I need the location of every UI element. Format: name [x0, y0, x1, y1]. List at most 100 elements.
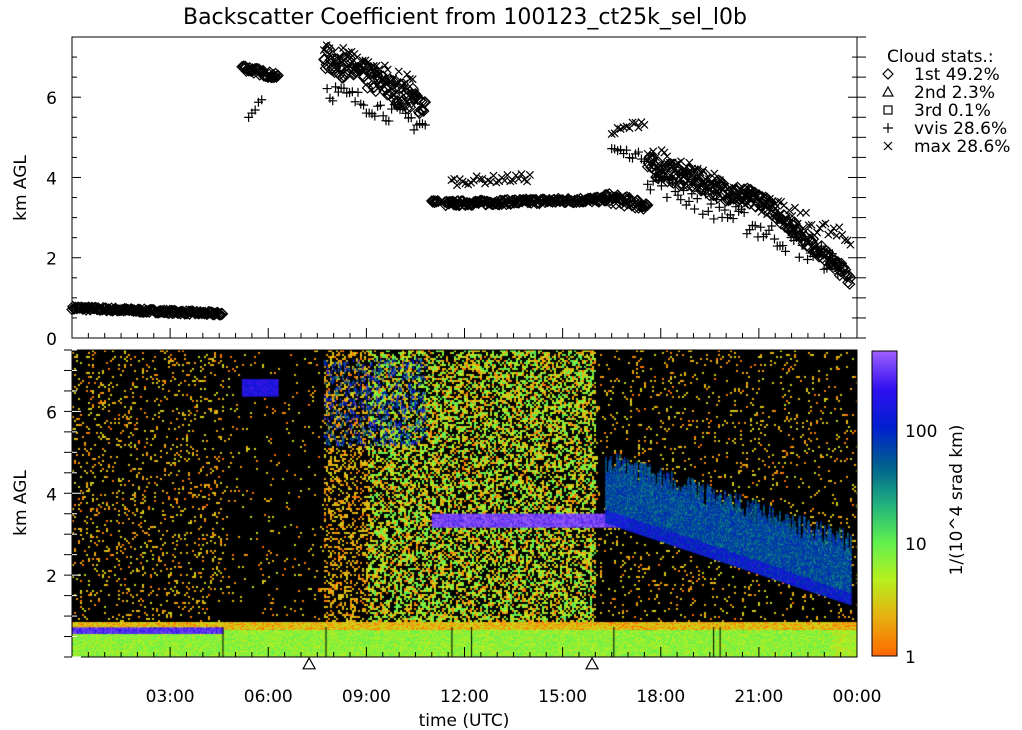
- colorbar-tick-label: 1: [905, 648, 916, 668]
- marker-vvis: [703, 206, 713, 216]
- legend-diamond-icon: [882, 68, 894, 80]
- marker-max: [757, 207, 766, 216]
- y-tick-label: 4: [46, 485, 57, 505]
- marker-max: [643, 149, 652, 158]
- cloud-base-panel: 0 2 4 6 km AGL: [11, 36, 866, 350]
- marker-1st: [659, 169, 671, 181]
- marker-1st: [415, 104, 427, 116]
- marker-1st: [383, 72, 396, 85]
- x-axis-label: time (UTC): [419, 711, 510, 730]
- marker-max: [375, 65, 384, 74]
- marker-vvis: [257, 95, 267, 105]
- y-tick-label: 4: [46, 169, 57, 189]
- marker-vvis: [645, 185, 655, 195]
- marker-vvis: [778, 241, 788, 251]
- marker-max: [710, 169, 719, 178]
- legend-x-icon: [883, 141, 893, 151]
- marker-vvis: [643, 179, 653, 189]
- marker-max: [411, 89, 420, 98]
- colorbar-axis: 1 10 100 1/(10^4 srad km): [871, 350, 967, 668]
- x-tick-label: 00:00: [833, 687, 882, 707]
- marker-vvis: [816, 241, 826, 251]
- marker-max: [846, 240, 855, 249]
- marker-max: [339, 43, 348, 52]
- marker-max: [715, 176, 724, 185]
- marker-max: [509, 176, 518, 185]
- marker-max: [690, 165, 699, 174]
- marker-max: [319, 46, 328, 55]
- marker-vvis: [673, 190, 683, 200]
- marker-max: [743, 199, 752, 208]
- marker-1st: [373, 72, 385, 85]
- marker-1st: [417, 105, 430, 117]
- marker-vvis: [679, 186, 689, 196]
- marker-vvis: [794, 252, 804, 262]
- marker-max: [685, 158, 694, 167]
- marker-max: [408, 75, 417, 84]
- x-tick-label: 09:00: [342, 687, 391, 707]
- marker-max: [651, 153, 661, 162]
- marker-vvis: [830, 255, 840, 265]
- marker-vvis: [720, 205, 730, 215]
- marker-1st: [419, 96, 432, 108]
- legend-entry: vvis 28.6%: [914, 119, 1007, 139]
- y-tick-label: 2: [46, 250, 57, 270]
- marker-vvis: [687, 189, 697, 199]
- marker-vvis: [750, 221, 760, 231]
- marker-max: [400, 79, 409, 88]
- marker-vvis: [728, 214, 738, 224]
- y-tick-label: 6: [46, 89, 57, 109]
- marker-vvis: [709, 214, 719, 224]
- marker-max: [628, 118, 637, 127]
- marker-max: [760, 202, 769, 211]
- marker-vvis: [797, 240, 807, 250]
- marker-1st: [411, 89, 423, 102]
- marker-vvis: [836, 261, 846, 271]
- marker-vvis: [387, 104, 397, 114]
- marker-max: [654, 163, 663, 173]
- marker-vvis: [350, 97, 360, 107]
- marker-max: [517, 169, 526, 179]
- marker-vvis: [803, 254, 813, 264]
- marker-vvis: [792, 233, 802, 243]
- top-ylabel: km AGL: [11, 155, 31, 221]
- marker-max: [707, 179, 716, 188]
- marker-max: [610, 129, 619, 138]
- marker-max: [801, 208, 811, 217]
- legend-entry: 1st 49.2%: [914, 65, 1000, 85]
- marker-max: [799, 224, 808, 233]
- marker-1st: [822, 246, 835, 258]
- marker-vvis: [783, 227, 793, 237]
- marker-vvis: [814, 247, 824, 257]
- marker-max: [774, 197, 783, 206]
- marker-max: [369, 61, 378, 70]
- marker-vvis: [420, 120, 430, 130]
- legend-square-icon: [883, 105, 893, 115]
- colorbar-tick-label: 10: [905, 535, 927, 555]
- bottom-ylabel: km AGL: [11, 470, 31, 536]
- marker-vvis: [712, 195, 722, 205]
- marker-1st: [339, 67, 352, 80]
- marker-vvis: [398, 103, 408, 113]
- marker-vvis: [409, 125, 419, 135]
- marker-max: [776, 197, 786, 206]
- marker-max: [732, 196, 741, 205]
- marker-1st: [636, 200, 649, 213]
- marker-max: [380, 61, 389, 70]
- colorbar-label: 1/(10^4 srad km): [947, 425, 967, 576]
- marker-1st: [711, 191, 724, 204]
- marker-1st: [778, 209, 791, 222]
- marker-vvis: [739, 208, 749, 218]
- marker-1st: [412, 105, 425, 118]
- marker-1st: [387, 75, 399, 87]
- x-tick-label: 21:00: [734, 687, 783, 707]
- marker-vvis: [800, 235, 810, 245]
- marker-1st: [641, 199, 654, 211]
- marker-max: [353, 53, 362, 62]
- x-tick-label: 03:00: [146, 687, 195, 707]
- marker-max: [452, 181, 462, 190]
- marker-max: [634, 123, 643, 132]
- marker-vvis: [659, 172, 669, 182]
- marker-max: [523, 177, 532, 186]
- marker-max: [826, 228, 836, 237]
